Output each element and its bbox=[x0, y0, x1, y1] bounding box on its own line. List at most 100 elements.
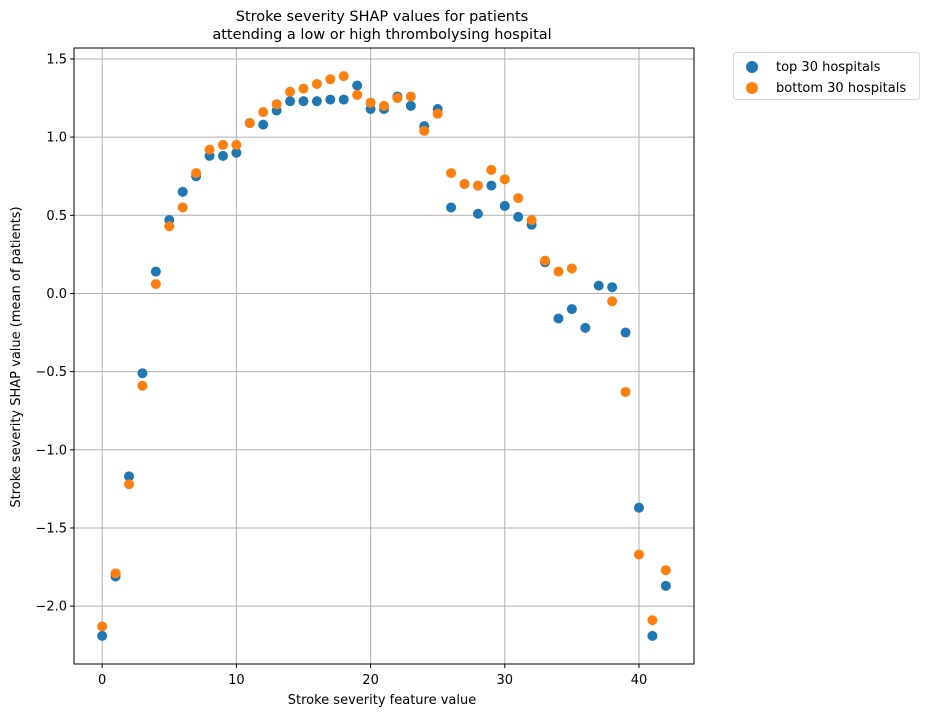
data-point bbox=[513, 193, 524, 204]
data-point bbox=[338, 94, 349, 105]
data-point bbox=[311, 96, 322, 107]
legend-label-bottom-30: bottom 30 hospitals bbox=[776, 80, 907, 96]
data-point bbox=[191, 168, 202, 179]
data-point bbox=[325, 94, 336, 105]
data-point bbox=[217, 150, 228, 161]
data-point bbox=[566, 263, 577, 274]
data-point bbox=[124, 471, 135, 482]
series-top-30-hospitals bbox=[97, 80, 671, 641]
data-point bbox=[365, 97, 376, 108]
data-point bbox=[285, 96, 296, 107]
data-point bbox=[593, 280, 604, 291]
data-point bbox=[499, 174, 510, 185]
y-tick-label: 0.0 bbox=[46, 287, 67, 302]
data-point bbox=[620, 386, 631, 397]
data-point bbox=[352, 80, 363, 91]
data-point bbox=[620, 327, 631, 338]
legend-label-top-30: top 30 hospitals bbox=[776, 59, 881, 75]
data-point bbox=[352, 89, 363, 100]
legend-marker-top-30 bbox=[746, 61, 758, 73]
data-point bbox=[298, 96, 309, 107]
data-point bbox=[124, 479, 135, 490]
y-axis-label: Stroke severity SHAP value (mean of pati… bbox=[9, 206, 24, 507]
data-point bbox=[472, 180, 483, 191]
data-point bbox=[580, 322, 591, 333]
data-point bbox=[217, 139, 228, 150]
data-point bbox=[607, 296, 618, 307]
data-point bbox=[244, 118, 255, 129]
data-point bbox=[150, 266, 161, 277]
data-point bbox=[204, 144, 215, 155]
data-point bbox=[258, 119, 269, 130]
data-point bbox=[150, 279, 161, 290]
legend-item-top-30: top 30 hospitals bbox=[734, 57, 880, 77]
data-point bbox=[513, 211, 524, 222]
data-point bbox=[338, 71, 349, 82]
data-point bbox=[647, 615, 658, 626]
x-tick-label: 0 bbox=[98, 673, 106, 688]
data-point bbox=[607, 282, 618, 293]
legend-item-bottom-30: bottom 30 hospitals bbox=[734, 78, 906, 98]
x-tick-label: 20 bbox=[362, 673, 379, 688]
data-point bbox=[325, 74, 336, 85]
y-tick-label: −2.0 bbox=[35, 600, 67, 615]
y-tick-label: −0.5 bbox=[35, 365, 67, 380]
data-point bbox=[660, 580, 671, 591]
y-tick-label: −1.5 bbox=[35, 521, 67, 536]
data-point bbox=[499, 200, 510, 211]
data-point bbox=[177, 186, 188, 197]
plot-area-frame bbox=[73, 47, 695, 665]
data-point bbox=[540, 255, 551, 266]
data-point bbox=[177, 202, 188, 213]
data-point bbox=[392, 93, 403, 104]
data-point bbox=[446, 168, 457, 179]
y-tick-label: −1.0 bbox=[35, 443, 67, 458]
data-point bbox=[137, 380, 148, 391]
data-points bbox=[97, 71, 671, 641]
data-point bbox=[285, 86, 296, 97]
chart-legend: top 30 hospitals bottom 30 hospitals bbox=[733, 52, 920, 100]
x-tick-label: 30 bbox=[497, 673, 514, 688]
series-bottom-30-hospitals bbox=[97, 71, 671, 632]
data-point bbox=[419, 125, 430, 136]
data-point bbox=[258, 107, 269, 118]
data-point bbox=[633, 549, 644, 560]
y-tick-label: 1.0 bbox=[46, 131, 67, 146]
data-point bbox=[110, 568, 121, 579]
data-point bbox=[459, 179, 470, 190]
data-point bbox=[633, 502, 644, 513]
y-tick-label: 1.5 bbox=[46, 52, 67, 67]
data-point bbox=[311, 78, 322, 89]
data-point bbox=[566, 304, 577, 315]
data-point bbox=[553, 266, 564, 277]
chart-title-line-1: Stroke severity SHAP values for patients bbox=[236, 9, 529, 25]
data-point bbox=[231, 139, 242, 150]
legend-marker-bottom-30 bbox=[746, 82, 758, 94]
data-point bbox=[137, 368, 148, 379]
data-point bbox=[164, 221, 175, 232]
data-point bbox=[97, 621, 108, 632]
data-point bbox=[271, 99, 282, 110]
y-tick-label: 0.5 bbox=[46, 209, 67, 224]
data-point bbox=[486, 164, 497, 175]
x-axis-label: Stroke severity feature value bbox=[288, 693, 476, 708]
data-point bbox=[231, 147, 242, 158]
data-point bbox=[526, 214, 537, 225]
data-point bbox=[298, 83, 309, 94]
data-point bbox=[432, 108, 443, 119]
chart-title-line-2: attending a low or high thrombolysing ho… bbox=[212, 27, 551, 43]
data-point bbox=[486, 180, 497, 191]
data-point bbox=[472, 208, 483, 219]
axis-ticks: 0 10 20 30 40 −2.0 −1.5 −1.0 −0.5 0.0 0.5 1.0 1.5 bbox=[35, 52, 647, 688]
data-point bbox=[379, 100, 389, 111]
data-point bbox=[446, 202, 457, 213]
data-point bbox=[660, 565, 671, 576]
grid-lines bbox=[74, 48, 694, 664]
data-point bbox=[405, 91, 416, 102]
data-point bbox=[647, 630, 658, 641]
x-tick-label: 40 bbox=[631, 673, 648, 688]
x-tick-label: 10 bbox=[228, 673, 245, 688]
data-point bbox=[97, 630, 108, 641]
data-point bbox=[553, 313, 564, 324]
